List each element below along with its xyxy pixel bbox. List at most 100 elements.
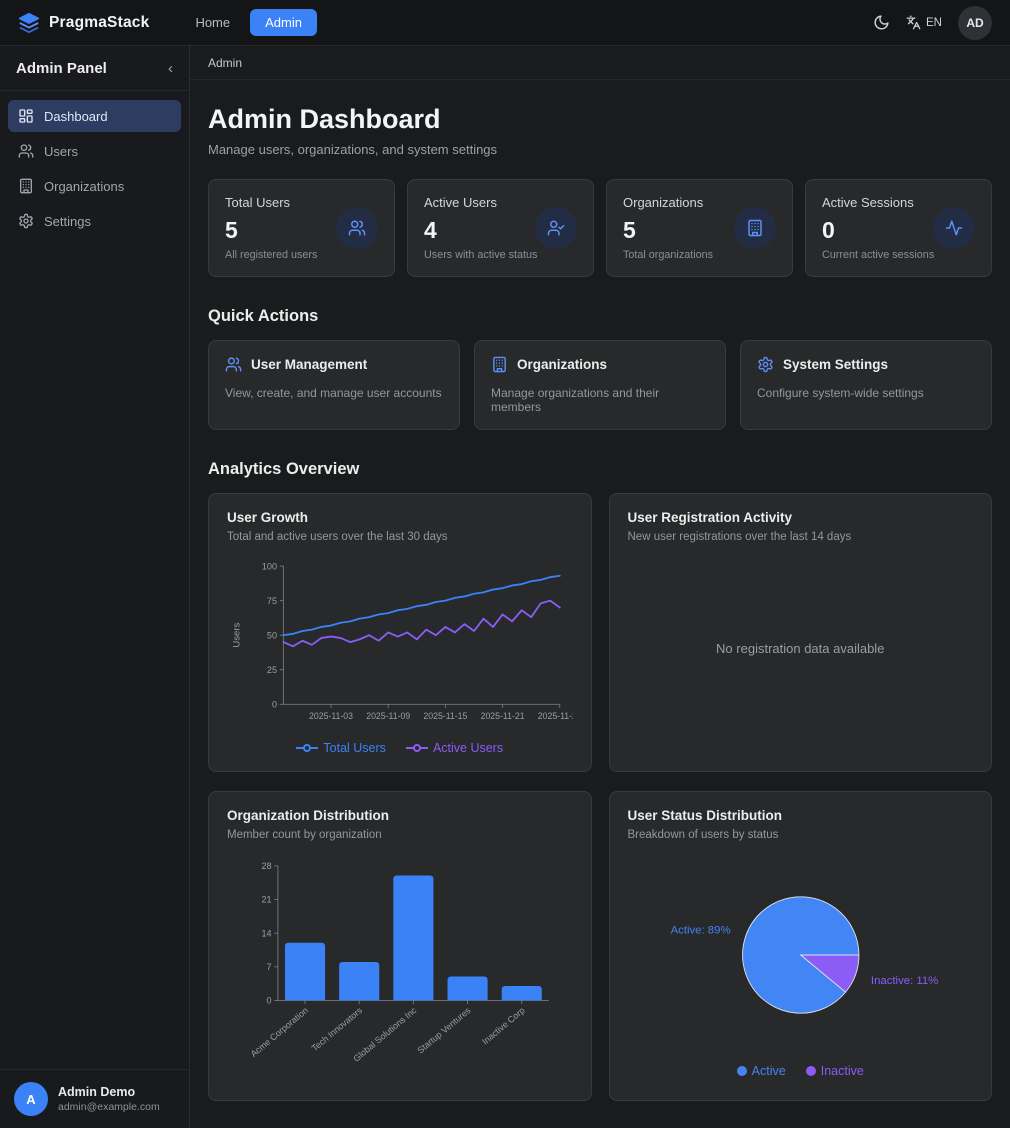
quick-action-organizations[interactable]: Organizations Manage organizations and t… — [474, 340, 726, 430]
chart-title: User Growth — [227, 510, 309, 525]
building-icon — [491, 356, 508, 373]
svg-text:21: 21 — [261, 895, 271, 905]
quick-action-system-settings[interactable]: System Settings Configure system-wide se… — [740, 340, 992, 430]
stat-description: All registered users — [225, 249, 318, 261]
sidebar-collapse-button[interactable]: ‹ — [168, 60, 173, 77]
svg-text:Tech Innovators: Tech Innovators — [310, 1005, 365, 1053]
empty-state-message: No registration data available — [716, 641, 885, 657]
language-button[interactable]: EN — [906, 15, 942, 30]
stats-grid: Total Users 5 All registered users Activ… — [208, 179, 992, 277]
page-title: Admin Dashboard — [208, 104, 441, 134]
user-status-pie-chart: Active: 89% Inactive: 11% — [670, 896, 938, 1014]
stat-value: 5 — [623, 217, 636, 243]
sidebar-item-label: Settings — [44, 213, 91, 229]
sidebar-item-settings[interactable]: Settings — [8, 205, 181, 237]
sidebar-item-dashboard[interactable]: Dashboard — [8, 100, 181, 132]
chart-subtitle: New user registrations over the last 14 … — [627, 531, 852, 543]
svg-text:Active: 89%: Active: 89% — [670, 924, 730, 936]
breadcrumb[interactable]: Admin — [190, 46, 1010, 80]
stat-value: 4 — [424, 217, 437, 243]
brand[interactable]: PragmaStack — [18, 12, 149, 34]
stat-value: 5 — [225, 217, 238, 243]
language-label: EN — [926, 16, 942, 29]
top-nav: Home Admin — [185, 9, 317, 36]
quick-action-title: User Management — [251, 357, 368, 372]
sidebar-item-label: Dashboard — [44, 108, 108, 124]
svg-text:7: 7 — [266, 962, 271, 972]
gear-icon — [757, 356, 774, 373]
svg-text:0: 0 — [266, 995, 271, 1005]
layers-logo-icon — [18, 12, 40, 34]
sidebar-nav: Dashboard Users Organiza — [0, 91, 189, 246]
svg-text:2025-11-03: 2025-11-03 — [309, 711, 353, 721]
stat-description: Current active sessions — [822, 249, 935, 261]
building-icon — [734, 207, 776, 249]
user-registration-card: User Registration Activity New user regi… — [608, 493, 992, 772]
sidebar: Admin Panel ‹ Dashboard — [0, 46, 190, 1128]
user-growth-card: User Growth Total and active users over … — [208, 493, 592, 772]
svg-text:2025-11-27: 2025-11-27 — [538, 711, 573, 721]
legend-item[interactable]: Total Users — [296, 741, 386, 755]
stat-value: 0 — [822, 217, 835, 243]
pie-chart-legend: Active Inactive — [628, 1064, 974, 1078]
svg-text:28: 28 — [261, 861, 271, 871]
nav-home[interactable]: Home — [195, 15, 231, 30]
dashboard-icon — [18, 108, 34, 124]
user-email: admin@example.com — [58, 1101, 160, 1113]
stat-label: Organizations — [623, 195, 704, 210]
user-status-card: User Status Distribution Breakdown of us… — [608, 790, 992, 1101]
svg-text:2025-11-09: 2025-11-09 — [366, 711, 410, 721]
legend-item[interactable]: Active Users — [405, 741, 503, 755]
svg-text:Inactive: 11%: Inactive: 11% — [870, 975, 937, 987]
sidebar-item-users[interactable]: Users — [8, 135, 181, 167]
nav-admin[interactable]: Admin — [250, 9, 317, 36]
page-subtitle: Manage users, organizations, and system … — [208, 142, 498, 157]
chart-subtitle: Total and active users over the last 30 … — [227, 531, 448, 543]
svg-text:14: 14 — [261, 928, 271, 938]
svg-text:2025-11-15: 2025-11-15 — [423, 711, 467, 721]
chart-title: User Registration Activity — [627, 510, 793, 525]
quick-action-description: Configure system-wide settings — [757, 386, 924, 400]
sidebar-item-label: Organizations — [44, 178, 125, 194]
chart-title: Organization Distribution — [227, 807, 389, 823]
gear-icon — [18, 213, 34, 229]
quick-action-user-management[interactable]: User Management View, create, and manage… — [208, 340, 460, 430]
legend-item[interactable]: Inactive — [805, 1064, 864, 1078]
stat-card-total-users: Total Users 5 All registered users — [208, 179, 395, 277]
svg-text:100: 100 — [262, 561, 277, 571]
users-icon — [336, 207, 378, 249]
sidebar-item-organizations[interactable]: Organizations — [8, 170, 181, 202]
legend-item[interactable]: Active — [736, 1064, 786, 1078]
user-avatar[interactable]: AD — [958, 5, 992, 40]
quick-action-description: View, create, and manage user accounts — [225, 386, 442, 400]
stat-label: Total Users — [225, 195, 291, 210]
svg-text:Acme Corporation: Acme Corporation — [249, 1005, 310, 1059]
quick-actions-grid: User Management View, create, and manage… — [208, 340, 992, 430]
svg-text:75: 75 — [267, 596, 277, 606]
line-chart-legend: Total Users Active Users — [227, 741, 573, 755]
svg-text:2025-11-21: 2025-11-21 — [481, 711, 525, 721]
sidebar-title: Admin Panel — [16, 60, 107, 77]
building-icon — [18, 178, 34, 194]
chart-title: User Status Distribution — [627, 807, 783, 823]
stat-description: Total organizations — [623, 249, 714, 261]
sidebar-user[interactable]: A Admin Demo admin@example.com — [0, 1069, 189, 1128]
quick-action-description: Manage organizations and their members — [491, 386, 660, 414]
svg-text:Inactive Corp: Inactive Corp — [480, 1005, 527, 1046]
svg-text:25: 25 — [267, 665, 277, 675]
theme-toggle-button[interactable] — [873, 14, 890, 31]
user-name: Admin Demo — [58, 1085, 136, 1099]
user-check-icon — [535, 207, 577, 249]
activity-icon — [933, 207, 975, 249]
sidebar-item-label: Users — [44, 143, 78, 159]
analytics-grid: User Growth Total and active users over … — [208, 493, 992, 1101]
chart-subtitle: Member count by organization — [227, 828, 382, 841]
user-growth-line-chart: 0 25 50 75 100 2025-11-03 2025-11-09 2025-11-15… — [232, 561, 573, 721]
users-icon — [225, 356, 242, 373]
top-navbar: PragmaStack Home Admin EN AD — [0, 0, 1010, 46]
svg-text:Startup Ventures: Startup Ventures — [415, 1005, 473, 1056]
analytics-heading: Analytics Overview — [208, 460, 360, 478]
chart-subtitle: Breakdown of users by status — [627, 828, 779, 841]
svg-text:Users: Users — [232, 623, 243, 648]
